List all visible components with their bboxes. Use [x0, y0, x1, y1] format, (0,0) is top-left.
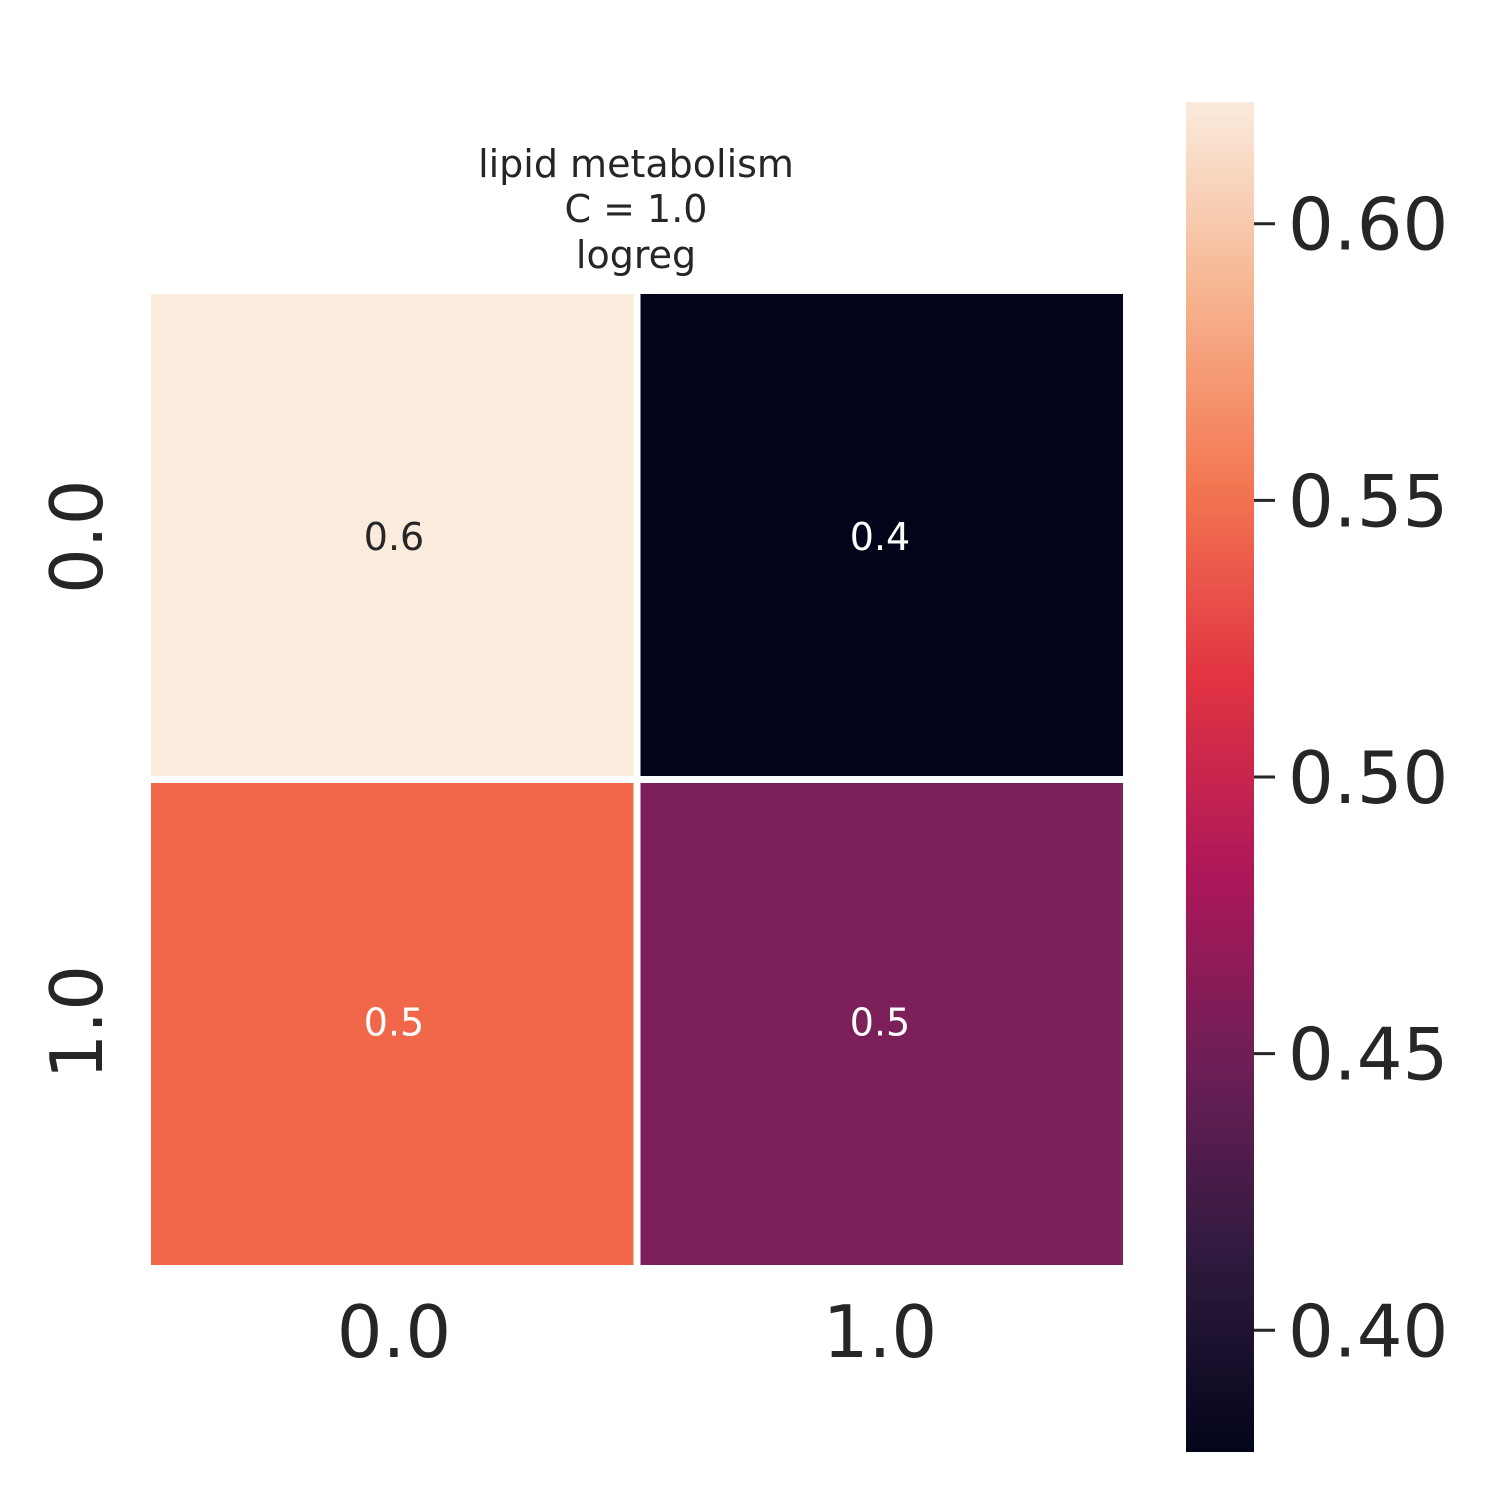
x-tick-labels: 0.0 1.0: [337, 1290, 938, 1374]
heatmap-cell-r0-c0: [151, 294, 634, 776]
y-tick-label-1: 1.0: [35, 965, 119, 1080]
colorbar: [1186, 102, 1254, 1452]
heatmap-cell-r1-c0: [151, 783, 634, 1265]
y-tick-label-0: 0.0: [35, 479, 119, 594]
title-line-3: logreg: [576, 233, 696, 277]
heatmap-cells: [151, 294, 1123, 1265]
chart-title: lipid metabolism C = 1.0 logreg: [478, 142, 794, 277]
cell-annotation-r0-c1: 0.4: [850, 515, 910, 559]
title-line-1: lipid metabolism: [478, 142, 794, 186]
colorbar-tick-label-0: 0.40: [1288, 1289, 1448, 1373]
x-tick-label-1: 1.0: [823, 1290, 938, 1374]
colorbar-ticks: 0.40 0.45 0.50 0.55 0.60: [1254, 183, 1448, 1373]
colorbar-tick-label-1: 0.45: [1288, 1013, 1448, 1097]
y-tick-labels: 0.0 1.0: [35, 479, 119, 1079]
cell-annotation-r1-c0: 0.5: [364, 1000, 424, 1044]
heatmap-cell-labels: 0.6 0.4 0.5 0.5: [364, 515, 910, 1045]
cell-annotation-r0-c0: 0.6: [364, 515, 424, 559]
heatmap-cell-r1-c1: [640, 783, 1123, 1265]
cell-annotation-r1-c1: 0.5: [850, 1000, 910, 1044]
colorbar-tick-label-4: 0.60: [1288, 183, 1448, 267]
heatmap-cell-r0-c1: [640, 294, 1123, 776]
x-tick-label-0: 0.0: [337, 1290, 452, 1374]
colorbar-tick-label-2: 0.50: [1288, 736, 1448, 820]
colorbar-tick-label-3: 0.55: [1288, 459, 1448, 543]
title-line-2: C = 1.0: [565, 187, 708, 231]
